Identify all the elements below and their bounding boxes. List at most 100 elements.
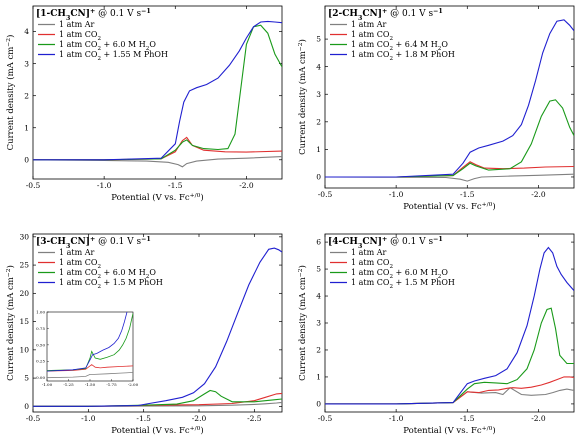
x-tick-label: -2.5 (247, 414, 262, 423)
legend-entry: 1 atm CO2 + 6.0 M H2O (59, 40, 156, 52)
y-tick-label: 6 (316, 238, 321, 247)
x-tick-label: -0.5 (318, 414, 333, 423)
x-axis-label: Potential (V vs. Fc+/0) (403, 201, 496, 213)
legend-entry: 1 atm Ar (59, 248, 95, 257)
legend-entry: 1 atm Ar (351, 248, 387, 257)
inset-y-tick-label: 1.00 (36, 309, 45, 314)
series-line-3 (33, 24, 282, 161)
legend-entry: 1 atm CO2 (59, 258, 101, 270)
series-line-3 (325, 99, 574, 178)
x-axis-label: Potential (V vs. Fc+/0) (111, 192, 204, 204)
y-tick-label: 3 (24, 59, 29, 68)
y-tick-label: 0 (316, 400, 321, 409)
plot-frame (32, 233, 283, 413)
legend-entry: 1 atm CO2 + 1.8 M PhOH (351, 50, 455, 62)
y-tick-label: 20 (19, 289, 29, 298)
series-line-2 (33, 136, 282, 161)
series-line-4 (33, 20, 282, 161)
y-tick-label: 4 (24, 27, 29, 36)
legend-entry: 1 atm CO2 + 6.0 M H2O (351, 268, 448, 280)
inset-x-tick-label: -1.75 (106, 382, 117, 387)
y-tick-label: 4 (316, 62, 321, 71)
y-tick-label: 5 (316, 35, 321, 44)
y-tick-label: 0 (24, 155, 29, 164)
series-line-2 (325, 376, 574, 405)
y-axis-label: Current density (mA cm−2) (297, 265, 309, 381)
series-line-1 (325, 387, 574, 405)
inset-y-tick-label: 0.00 (36, 375, 45, 380)
inset-x-tick-label: -2.00 (128, 382, 139, 387)
x-axis-label: Potential (V vs. Fc+/0) (403, 425, 496, 437)
y-tick-label: 30 (19, 232, 29, 241)
inset-x-tick-label: -1.25 (63, 382, 74, 387)
y-tick-label: 0 (316, 173, 321, 182)
x-tick-label: -1.5 (168, 181, 183, 190)
x-tick-label: -2.0 (192, 414, 207, 423)
y-axis-label: Current density (mA cm−2) (5, 35, 17, 151)
x-tick-label: -0.5 (26, 181, 41, 190)
y-tick-label: 5 (24, 374, 29, 383)
x-tick-label: -1.0 (389, 414, 404, 423)
chart-panel-2: -0.5 -1.0 -1.5 -2.0 0 1 2 3 4 5 Potential (V vs. F… (297, 5, 575, 213)
y-tick-label: 2 (316, 117, 321, 126)
legend-entry: 1 atm CO2 + 1.5 M PhOH (59, 278, 163, 290)
inset-plot: -1.00 -1.25 -1.50 -1.75 -2.00 0.00 0.25 0.50 0.7… (36, 309, 138, 387)
y-tick-label: 10 (19, 345, 29, 354)
y-tick-label: 3 (316, 319, 321, 328)
chart-title: [3-CH3CN]+ @ 0.1 V s−1 (36, 236, 151, 250)
x-tick-label: -2.0 (239, 181, 254, 190)
x-tick-label: -1.0 (97, 181, 112, 190)
x-tick-label: -2.0 (531, 190, 546, 199)
y-tick-label: 25 (19, 261, 29, 270)
y-tick-label: 5 (316, 265, 321, 274)
y-tick-label: 3 (316, 90, 321, 99)
chart-title: [4-CH3CN]+ @ 0.1 V s−1 (328, 236, 443, 250)
series-line-4 (33, 247, 282, 407)
y-tick-label: 0 (24, 402, 29, 411)
x-tick-label: -2.0 (531, 414, 546, 423)
inset-y-tick-label: 0.75 (36, 326, 45, 331)
plot-frame (32, 5, 283, 180)
legend-entry: 1 atm CO2 (351, 258, 393, 270)
inset-x-tick-label: -1.00 (42, 382, 53, 387)
y-axis-label: Current density (mA cm−2) (5, 265, 17, 381)
series-line-4 (325, 246, 574, 405)
chart-panel-1: -0.5 -1.0 -1.5 -2.0 0 1 2 3 4 Potential (V vs. Fc… (5, 5, 283, 204)
y-tick-label: 1 (24, 123, 29, 132)
legend-entry: 1 atm Ar (59, 20, 95, 29)
inset-y-tick-label: 0.25 (36, 359, 45, 364)
y-tick-label: 4 (316, 292, 321, 301)
legend-entry: 1 atm CO2 + 1.55 M PhOH (59, 50, 168, 62)
series-line-4 (325, 19, 574, 178)
x-tick-label: -1.0 (389, 190, 404, 199)
x-tick-label: -1.5 (460, 414, 475, 423)
inset-frame (46, 311, 134, 382)
chart-title: [1-CH3CN]+ @ 0.1 V s−1 (36, 8, 151, 22)
inset-x-tick-label: -1.50 (85, 382, 96, 387)
legend-entry: 1 atm CO2 (351, 30, 393, 42)
inset-series-line-1 (47, 372, 133, 379)
series-line-1 (33, 156, 282, 168)
series-line-3 (325, 307, 574, 405)
y-tick-label: 15 (19, 317, 29, 326)
y-tick-label: 2 (24, 91, 29, 100)
inset-series-line-2 (47, 364, 133, 372)
chart-panel-3: -0.5 -1.0 -1.5 -2.0 -2.5 0 5 10 15 20 25 30 Potentia… (5, 232, 283, 436)
x-tick-label: -1.5 (460, 190, 475, 199)
series-line-3 (33, 389, 282, 407)
legend-entry: 1 atm CO2 + 1.5 M PhOH (351, 278, 455, 290)
x-tick-label: -0.5 (318, 190, 333, 199)
y-axis-label: Current density (mA cm−2) (297, 39, 309, 155)
chart-panel-4: -0.5 -1.0 -1.5 -2.0 0 1 2 3 4 5 6 Potential (V vs. … (297, 233, 575, 437)
y-tick-label: 2 (316, 346, 321, 355)
x-tick-label: -0.5 (26, 414, 41, 423)
legend-entry: 1 atm CO2 + 6.4 M H2O (351, 40, 448, 52)
x-tick-label: -1.0 (81, 414, 96, 423)
legend-entry: 1 atm CO2 + 6.0 M H2O (59, 268, 156, 280)
x-axis-label: Potential (V vs. Fc+/0) (111, 425, 204, 437)
y-tick-label: 1 (316, 145, 321, 154)
legend-entry: 1 atm CO2 (59, 30, 101, 42)
inset-y-tick-label: 0.50 (36, 342, 45, 347)
